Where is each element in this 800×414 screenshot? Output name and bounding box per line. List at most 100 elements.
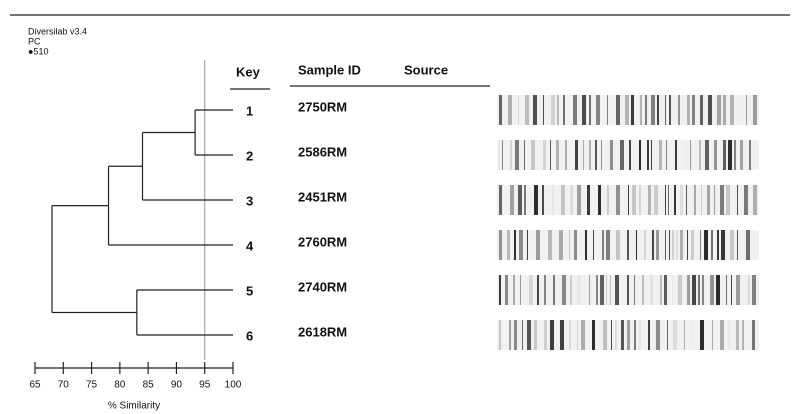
band bbox=[593, 230, 594, 260]
band bbox=[518, 185, 522, 215]
sample-id: 2740RM bbox=[298, 279, 347, 294]
band bbox=[666, 140, 667, 170]
band bbox=[592, 320, 595, 350]
band bbox=[577, 185, 581, 215]
band bbox=[704, 230, 708, 260]
band bbox=[640, 95, 642, 125]
key-label: 6 bbox=[246, 328, 253, 343]
band bbox=[611, 320, 612, 350]
band bbox=[690, 140, 691, 170]
band bbox=[669, 95, 671, 125]
band bbox=[639, 185, 641, 215]
band bbox=[730, 230, 734, 260]
band bbox=[652, 230, 654, 260]
band bbox=[752, 320, 755, 350]
band bbox=[543, 95, 544, 125]
band bbox=[625, 95, 629, 125]
band bbox=[645, 95, 647, 125]
band bbox=[527, 230, 528, 260]
band bbox=[583, 140, 584, 170]
band bbox=[559, 230, 563, 260]
x-tick-label: 70 bbox=[58, 380, 70, 391]
band bbox=[740, 140, 743, 170]
key-label: 4 bbox=[246, 238, 254, 253]
band bbox=[694, 185, 696, 215]
band bbox=[674, 185, 676, 215]
x-tick-label: 80 bbox=[114, 380, 126, 391]
band bbox=[737, 230, 738, 260]
band bbox=[553, 275, 555, 305]
band bbox=[560, 320, 564, 350]
band bbox=[702, 275, 704, 305]
band bbox=[660, 275, 662, 305]
band bbox=[734, 140, 736, 170]
band bbox=[723, 140, 726, 170]
band bbox=[629, 140, 631, 170]
band bbox=[685, 140, 687, 170]
band bbox=[631, 95, 634, 125]
key-label: 5 bbox=[246, 283, 253, 298]
band bbox=[596, 95, 600, 125]
band bbox=[692, 95, 695, 125]
band bbox=[582, 95, 586, 125]
band bbox=[720, 185, 724, 215]
band bbox=[606, 275, 607, 305]
band bbox=[529, 275, 533, 305]
band bbox=[680, 185, 683, 215]
band bbox=[570, 275, 572, 305]
x-tick-label: 65 bbox=[29, 380, 41, 391]
key-label: 3 bbox=[246, 193, 253, 208]
band bbox=[569, 320, 571, 350]
band bbox=[543, 140, 546, 170]
band bbox=[648, 320, 650, 350]
band bbox=[570, 185, 573, 215]
x-tick-label: 75 bbox=[86, 380, 98, 391]
band bbox=[552, 185, 554, 215]
band bbox=[678, 95, 680, 125]
band bbox=[589, 140, 591, 170]
band bbox=[534, 185, 538, 215]
band bbox=[665, 230, 666, 260]
band bbox=[667, 320, 668, 350]
band bbox=[499, 95, 502, 125]
band bbox=[721, 230, 725, 260]
band bbox=[499, 185, 502, 215]
band bbox=[632, 185, 636, 215]
band bbox=[534, 320, 537, 350]
band bbox=[573, 95, 577, 125]
band bbox=[527, 320, 531, 350]
band bbox=[744, 185, 748, 215]
column-header: Source bbox=[404, 62, 448, 77]
band bbox=[664, 275, 667, 305]
band bbox=[595, 140, 597, 170]
band bbox=[687, 95, 690, 125]
band bbox=[607, 95, 608, 125]
band bbox=[514, 230, 516, 260]
band bbox=[615, 275, 619, 305]
band bbox=[731, 275, 732, 305]
band bbox=[644, 230, 646, 260]
band bbox=[616, 230, 620, 260]
header-line: PC bbox=[28, 36, 41, 46]
band bbox=[518, 95, 519, 125]
band bbox=[752, 275, 756, 305]
column-header: Sample ID bbox=[298, 62, 361, 77]
band bbox=[705, 140, 709, 170]
band bbox=[556, 140, 559, 170]
band bbox=[525, 95, 529, 125]
header-line: Diversilab v3.4 bbox=[28, 26, 87, 36]
band bbox=[665, 95, 666, 125]
sample-id: 2451RM bbox=[298, 189, 347, 204]
band bbox=[520, 275, 521, 305]
band bbox=[574, 230, 577, 260]
band-background bbox=[497, 140, 759, 170]
band bbox=[499, 140, 500, 170]
band bbox=[514, 320, 517, 350]
band bbox=[589, 275, 590, 305]
band bbox=[562, 275, 566, 305]
band bbox=[668, 185, 669, 215]
band bbox=[508, 95, 512, 125]
band bbox=[600, 275, 604, 305]
band bbox=[714, 140, 717, 170]
band bbox=[656, 320, 660, 350]
